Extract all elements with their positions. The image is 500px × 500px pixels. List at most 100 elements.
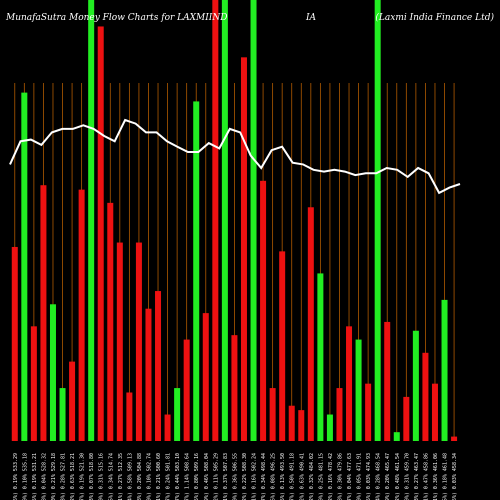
x-tick-label: (0.67%) 0.34% 498.44 [261, 453, 267, 500]
x-tick-labels: (0.46%) 0.19% 533.29 (0.19%) 0.10% 535.18… [13, 453, 458, 500]
x-tick-label: (0.47%) 0.24% 501.81 [166, 453, 172, 500]
x-tick-label: (0.07%) 0.04% 477.63 [347, 453, 353, 500]
x-tick-label: (0.35%) 0.18% 461.48 [443, 453, 449, 500]
bar [393, 432, 400, 441]
x-tick-label: (0.71%) 0.37% 507.83 [223, 453, 229, 500]
bar [317, 273, 324, 441]
x-tick-label: (0.39%) 0.20% 465.47 [385, 453, 391, 500]
x-tick-label: (2.27%) 1.14% 508.64 [185, 453, 191, 500]
x-tick-label: (1.22%) 0.63% 518.21 [70, 453, 76, 500]
bar [240, 57, 247, 442]
x-tick-label: (0.38%) 0.20% 504.88 [137, 453, 143, 500]
bar [11, 246, 18, 441]
bar [212, 0, 219, 441]
bar [78, 189, 85, 441]
x-tick-label: (1.55%) 0.80% 509.16 [194, 453, 200, 500]
bar [384, 321, 391, 441]
x-tick-label: (0.19%) 0.10% 535.18 [22, 453, 28, 500]
x-tick-label: (0.60%) 0.31% 515.16 [99, 453, 105, 500]
bar [164, 414, 171, 441]
bar [355, 339, 362, 441]
x-tick-label: (0.16%) 0.08% 496.25 [271, 453, 277, 500]
x-tick-label: (0.51%) 0.27% 512.35 [118, 453, 124, 500]
x-tick-label: (0.40%) 0.21% 529.18 [51, 453, 57, 500]
bar [49, 304, 56, 441]
x-tick-label: (0.62%) 0.32% 484.02 [309, 453, 315, 500]
bar [441, 299, 448, 441]
x-tick-label: (0.20%) 0.10% 502.74 [146, 453, 152, 500]
bar [126, 392, 133, 441]
bar [145, 308, 152, 441]
bar [279, 251, 286, 441]
chart-company-name: (Laxmi India Finance Ltd) [375, 12, 494, 23]
bar [97, 26, 104, 442]
bar [116, 242, 123, 441]
bar [250, 0, 257, 441]
x-tick-label: (0.71%) 0.36% 461.06 [433, 453, 439, 500]
x-tick-label: (0.65%) 0.34% 514.74 [108, 453, 114, 500]
x-tick-label: (0.54%) 0.28% 468.54 [376, 453, 382, 500]
x-tick-label: (0.97%) 0.50% 491.18 [290, 453, 296, 500]
bar [135, 242, 142, 441]
bar [221, 0, 228, 441]
bar [260, 180, 267, 441]
x-tick-label: (0.59%) 0.31% 459.70 [404, 453, 410, 500]
bar [107, 202, 114, 441]
x-tick-label: (0.49%) 0.25% 481.15 [318, 453, 324, 500]
bar [403, 396, 410, 441]
bar [365, 383, 372, 441]
x-tick-label: (0.91%) 0.47% 458.86 [423, 453, 429, 500]
x-tick-label: (0.25%) 0.13% 493.50 [280, 453, 286, 500]
x-tick-label: (1.22%) 0.63% 490.41 [299, 453, 305, 500]
x-tick-label: (0.89%) 0.46% 508.04 [204, 453, 210, 500]
bar [183, 339, 190, 441]
bar [298, 410, 305, 441]
x-tick-label: (0.22%) 0.11% 505.29 [213, 453, 219, 500]
chart-title: MunafaSutra Money Flow Charts for LAXMII… [5, 13, 227, 23]
bar [451, 436, 458, 441]
bar [307, 207, 314, 441]
bar [422, 352, 429, 441]
x-tick-label: (0.35%) 0.19% 531.21 [32, 453, 38, 500]
x-tick-label: (0.05%) 0.03% 474.93 [366, 453, 372, 500]
bar [336, 388, 343, 441]
bar-series [11, 0, 458, 442]
bar [412, 330, 419, 441]
bar [59, 388, 66, 441]
bar [174, 388, 181, 441]
chart-title-fragment: IA [305, 13, 317, 23]
bar [21, 92, 28, 442]
bar [155, 291, 162, 441]
x-tick-label: (0.58%) 0.30% 479.86 [337, 453, 343, 500]
x-tick-label: (1.14%) 0.58% 509.13 [127, 453, 133, 500]
x-tick-label: (0.31%) 0.16% 502.24 [252, 453, 258, 500]
x-tick-label: (0.87%) 0.44% 503.10 [175, 453, 181, 500]
x-tick-label: (0.41%) 0.21% 500.60 [156, 453, 162, 500]
bar [40, 185, 47, 441]
bar [88, 0, 95, 441]
bar [30, 326, 37, 441]
bar [193, 101, 200, 442]
bar [346, 326, 353, 441]
x-tick-label: (0.46%) 0.19% 533.29 [13, 453, 19, 500]
x-tick-label: (0.92%) 0.48% 461.54 [395, 453, 401, 500]
x-tick-label: (0.42%) 0.22% 508.30 [242, 453, 248, 500]
x-tick-label: (0.06%) 0.03% 458.34 [452, 453, 458, 500]
x-tick-label: (0.32%) 0.16% 478.42 [328, 453, 334, 500]
bar [69, 361, 76, 441]
bar [326, 414, 333, 441]
bar [202, 313, 209, 441]
bar [269, 388, 276, 441]
bar [288, 405, 295, 441]
x-tick-label: (0.53%) 0.28% 527.81 [61, 453, 67, 500]
bar [374, 0, 381, 441]
x-tick-label: (0.37%) 0.19% 521.30 [80, 453, 86, 500]
money-flow-line [9, 118, 461, 195]
x-tick-label: (0.13%) 0.07% 518.80 [89, 453, 95, 500]
x-tick-label: (0.70%) 0.36% 506.55 [232, 453, 238, 500]
x-tick-label: (0.08%) 0.04% 528.32 [41, 453, 47, 500]
x-tick-label: (0.10%) 0.05% 471.91 [357, 453, 363, 500]
bar [231, 335, 238, 441]
x-tick-label: (0.53%) 0.27% 463.47 [414, 453, 420, 500]
